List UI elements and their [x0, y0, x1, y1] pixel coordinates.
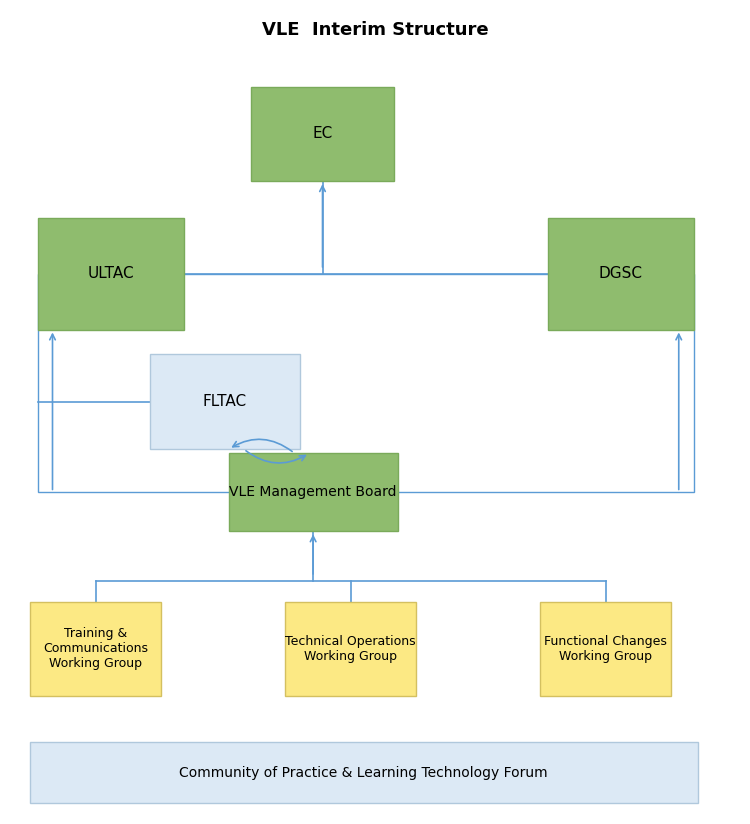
Text: VLE  Interim Structure: VLE Interim Structure [262, 21, 488, 39]
Text: Community of Practice & Learning Technology Forum: Community of Practice & Learning Technol… [179, 765, 548, 780]
FancyBboxPatch shape [285, 602, 416, 696]
FancyBboxPatch shape [540, 602, 671, 696]
Text: FLTAC: FLTAC [203, 394, 247, 410]
Text: DGSC: DGSC [598, 266, 643, 282]
Bar [38, 274, 694, 493]
Text: Training &
Communications
Working Group: Training & Communications Working Group [43, 627, 148, 671]
FancyBboxPatch shape [251, 87, 394, 181]
FancyBboxPatch shape [229, 453, 398, 531]
Text: Technical Operations
Working Group: Technical Operations Working Group [285, 635, 416, 662]
FancyBboxPatch shape [30, 742, 698, 803]
FancyBboxPatch shape [548, 218, 694, 330]
FancyBboxPatch shape [38, 218, 184, 330]
Text: ULTAC: ULTAC [87, 266, 134, 282]
FancyBboxPatch shape [30, 602, 161, 696]
Text: VLE Management Board: VLE Management Board [230, 485, 397, 499]
Text: EC: EC [313, 126, 333, 142]
Text: Functional Changes
Working Group: Functional Changes Working Group [544, 635, 667, 662]
FancyBboxPatch shape [150, 354, 300, 449]
